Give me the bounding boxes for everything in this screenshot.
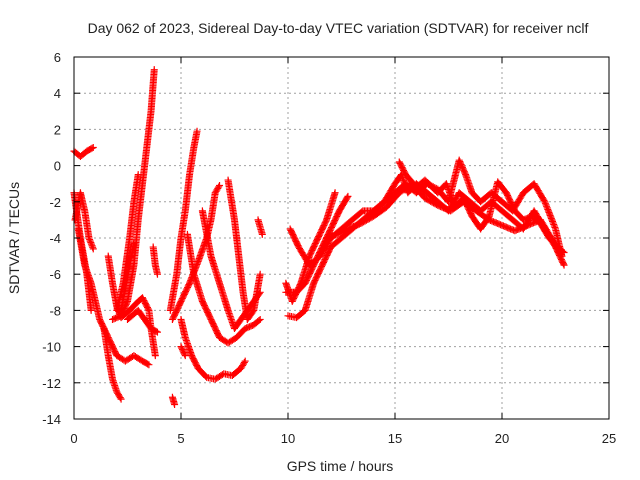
y-tick-label: -4 xyxy=(49,231,61,246)
data-point-marker xyxy=(177,343,185,351)
x-axis-label: GPS time / hours xyxy=(287,458,394,474)
data-point-marker xyxy=(150,66,158,74)
data-point-marker xyxy=(560,261,568,269)
x-tick-label: 15 xyxy=(388,431,402,446)
x-tick-label: 25 xyxy=(602,431,616,446)
data-point-marker xyxy=(461,169,469,177)
data-point-marker xyxy=(89,144,97,151)
data-point-marker xyxy=(216,182,224,190)
y-tick-label: 4 xyxy=(54,86,61,101)
data-point-marker xyxy=(240,359,248,367)
data-point-marker xyxy=(258,230,266,238)
data-point-marker xyxy=(559,260,567,268)
data-point-marker xyxy=(130,239,138,247)
data-point-marker xyxy=(145,361,153,369)
data-point-marker xyxy=(144,360,152,368)
data-point-marker xyxy=(341,227,349,235)
data-marks xyxy=(70,66,568,409)
data-point-marker xyxy=(343,194,351,202)
data-point-marker xyxy=(87,239,95,247)
data-point-marker xyxy=(336,229,344,237)
y-tick-label: -10 xyxy=(42,340,61,355)
y-tick-label: -8 xyxy=(49,303,61,318)
data-point-marker xyxy=(88,144,96,152)
series-track-e xyxy=(100,325,125,403)
data-point-marker xyxy=(181,352,189,360)
data-point-marker xyxy=(134,171,142,179)
data-point-marker xyxy=(342,226,350,234)
y-tick-label: 2 xyxy=(54,122,61,137)
data-point-marker xyxy=(255,317,263,325)
y-tick-label: 6 xyxy=(54,50,61,65)
data-point-marker xyxy=(331,189,339,197)
data-point-marker xyxy=(85,234,93,242)
series-track-f xyxy=(104,252,159,360)
data-point-marker xyxy=(87,240,95,248)
data-point-marker xyxy=(241,357,249,365)
y-tick-label: -14 xyxy=(42,412,61,427)
data-point-marker xyxy=(89,243,97,251)
data-point-marker xyxy=(256,315,264,323)
data-point-marker xyxy=(335,230,343,238)
data-point-marker xyxy=(153,328,161,336)
data-point-marker xyxy=(560,248,568,256)
series-track-g xyxy=(109,66,158,323)
data-point-marker xyxy=(152,327,160,335)
series-track-s xyxy=(224,176,264,323)
x-tick-label: 20 xyxy=(495,431,509,446)
data-point-marker xyxy=(559,247,567,255)
data-point-marker xyxy=(86,237,94,245)
data-point-marker xyxy=(89,245,97,253)
chart-title: Day 062 of 2023, Sidereal Day-to-day VTE… xyxy=(88,20,589,36)
data-point-marker xyxy=(180,349,188,357)
y-tick-label: -12 xyxy=(42,376,61,391)
data-point-marker xyxy=(144,305,152,313)
data-point-marker xyxy=(178,346,186,354)
data-point-marker xyxy=(333,230,341,238)
series-track-h xyxy=(113,171,142,314)
data-point-marker xyxy=(171,401,179,409)
series-track-j xyxy=(124,306,161,336)
data-point-marker xyxy=(87,306,95,314)
series-track-l xyxy=(166,127,201,314)
y-tick-label: 0 xyxy=(54,159,61,174)
x-tick-label: 10 xyxy=(281,431,295,446)
x-tick-label: 5 xyxy=(177,431,184,446)
series-track-z xyxy=(395,158,568,256)
data-point-marker xyxy=(338,228,346,236)
data-point-marker xyxy=(215,183,223,191)
series-track-i xyxy=(117,239,138,314)
axis-ticks: 0 5 10 15 20 25 -14 -12 -10 -8 -6 -4 -2 0 2 4 6 xyxy=(42,50,616,446)
data-point-marker xyxy=(86,236,94,244)
series-track-q xyxy=(183,230,264,347)
data-point-marker xyxy=(344,192,352,200)
series-track-n xyxy=(177,315,249,383)
series-track-o xyxy=(177,343,189,360)
data-point-marker xyxy=(256,270,264,278)
series-track-k xyxy=(149,243,161,278)
data-point-marker xyxy=(193,127,201,135)
x-tick-label: 0 xyxy=(70,431,77,446)
y-axis-label: SDTVAR / TECUs xyxy=(6,182,22,294)
y-tick-label: -2 xyxy=(49,195,61,210)
series-track-p xyxy=(168,393,179,409)
data-point-marker xyxy=(339,227,347,235)
data-point-marker xyxy=(117,395,125,403)
y-tick-label: -6 xyxy=(49,267,61,282)
series-track-t xyxy=(254,216,266,238)
data-point-marker xyxy=(153,270,161,278)
data-point-marker xyxy=(181,350,189,358)
data-point-marker xyxy=(151,352,159,360)
data-point-marker xyxy=(178,344,186,352)
data-point-marker xyxy=(116,394,124,402)
data-point-marker xyxy=(179,347,187,355)
data-point-marker xyxy=(88,242,96,250)
